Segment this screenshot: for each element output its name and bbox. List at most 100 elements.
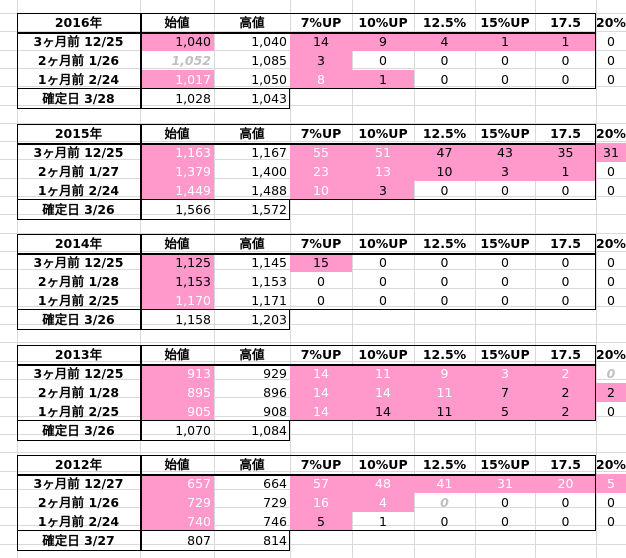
- column-header: 7%UP: [300, 347, 342, 362]
- data-cell: 31: [596, 143, 626, 162]
- data-cell: 7: [475, 383, 535, 402]
- table-year-title: 2015年: [54, 126, 103, 141]
- data-cell: 11: [414, 383, 475, 402]
- data-cell: 746: [263, 514, 287, 529]
- data-cell: 1,040: [251, 34, 287, 49]
- label-column-separator: [140, 124, 142, 219]
- data-cell: 0: [561, 53, 570, 68]
- data-cell: 5: [596, 474, 626, 493]
- data-cell: 14: [352, 383, 414, 402]
- column-header: 高値: [239, 347, 265, 362]
- data-cell: 2: [535, 383, 596, 402]
- data-cell: 5: [475, 402, 535, 421]
- column-header: 20%UP: [596, 236, 626, 251]
- data-cell: 14: [290, 402, 352, 421]
- header-separator: [17, 474, 596, 476]
- data-cell: 0: [607, 164, 615, 179]
- data-cell: 1: [475, 32, 535, 51]
- data-cell: 0: [379, 293, 387, 308]
- column-header: 7%UP: [300, 457, 342, 472]
- data-cell: 0: [561, 183, 570, 198]
- data-cell: 2: [535, 364, 596, 383]
- data-cell: 9: [414, 364, 475, 383]
- column-header: 17.5: [550, 126, 581, 141]
- data-cell: 0: [607, 255, 615, 270]
- data-cell: 1,203: [251, 312, 287, 327]
- column-header: 15%UP: [480, 236, 530, 251]
- column-header: 20%UP: [596, 126, 626, 141]
- header-separator: [17, 143, 596, 145]
- table-year-title: 2013年: [54, 347, 103, 362]
- data-cell: 20: [535, 474, 596, 493]
- data-cell: 1,167: [251, 145, 287, 160]
- data-cell: 1,050: [251, 72, 287, 87]
- data-cell: 0: [607, 293, 615, 308]
- data-cell: 11: [414, 402, 475, 421]
- column-header: 20%UP: [596, 15, 626, 30]
- data-cell: 11: [352, 364, 414, 383]
- column-header: 15%UP: [480, 457, 530, 472]
- data-cell: 15: [290, 253, 352, 272]
- table-year-title: 2012年: [54, 457, 103, 472]
- data-cell: 10: [414, 162, 475, 181]
- data-cell: 14: [290, 364, 352, 383]
- data-cell: 1,163: [140, 143, 214, 162]
- data-cell: 1: [535, 162, 596, 181]
- data-cell: 0: [561, 293, 570, 308]
- column-header: 15%UP: [480, 126, 530, 141]
- data-cell: 0: [440, 514, 449, 529]
- label-column-separator: [140, 13, 142, 108]
- data-cell: 16: [290, 493, 352, 512]
- row-label: 3ヶ月前 12/25: [33, 34, 124, 49]
- data-cell: 1,449: [140, 181, 214, 200]
- column-header: 17.5: [550, 236, 581, 251]
- data-cell: 0: [501, 274, 509, 289]
- column-header: 高値: [239, 15, 265, 30]
- column-header: 高値: [239, 457, 265, 472]
- data-cell: 0: [607, 34, 615, 49]
- column-header: 始値: [164, 15, 190, 30]
- header-separator: [17, 253, 596, 255]
- column-header: 15%UP: [480, 15, 530, 30]
- data-cell: 0: [501, 72, 509, 87]
- column-header: 20%UP: [596, 347, 626, 362]
- row-label: 1ヶ月前 2/24: [37, 514, 120, 529]
- data-cell: 814: [263, 533, 287, 548]
- data-cell: 55: [290, 143, 352, 162]
- data-cell: 905: [140, 402, 214, 421]
- row-label: 2ヶ月前 1/27: [37, 164, 120, 179]
- column-header: 始値: [164, 126, 190, 141]
- data-cell: 3: [475, 364, 535, 383]
- data-cell: 1,070: [175, 423, 211, 438]
- data-cell: 896: [263, 385, 287, 400]
- header-separator: [17, 364, 596, 366]
- row-label: 確定日 3/26: [42, 423, 115, 438]
- data-cell: 0: [440, 53, 449, 68]
- column-header: 10%UP: [358, 15, 408, 30]
- row-label: 3ヶ月前 12/25: [33, 255, 124, 270]
- column-header: 17.5: [550, 347, 581, 362]
- data-cell: 4: [352, 493, 414, 512]
- data-cell: 664: [263, 476, 287, 491]
- data-cell: 1,040: [140, 32, 214, 51]
- data-cell: 31: [475, 474, 535, 493]
- data-cell: 3: [290, 51, 352, 70]
- data-cell: 0: [607, 514, 615, 529]
- data-cell: 51: [352, 143, 414, 162]
- row-label: 2ヶ月前 1/26: [37, 53, 120, 68]
- data-cell: 0: [561, 495, 570, 510]
- row-label: 確定日 3/26: [42, 312, 115, 327]
- data-cell: 1,052: [171, 53, 211, 68]
- data-cell: 23: [290, 162, 352, 181]
- row-label: 2ヶ月前 1/26: [37, 495, 120, 510]
- data-cell: 4: [414, 32, 475, 51]
- data-cell: 895: [140, 383, 214, 402]
- data-cell: 740: [140, 512, 214, 531]
- data-cell: 0: [561, 72, 570, 87]
- data-cell: 1,153: [140, 272, 214, 291]
- data-cell: 0: [561, 255, 570, 270]
- label-column-separator: [140, 234, 142, 329]
- data-cell: 0: [440, 183, 449, 198]
- data-cell: 0: [440, 495, 449, 510]
